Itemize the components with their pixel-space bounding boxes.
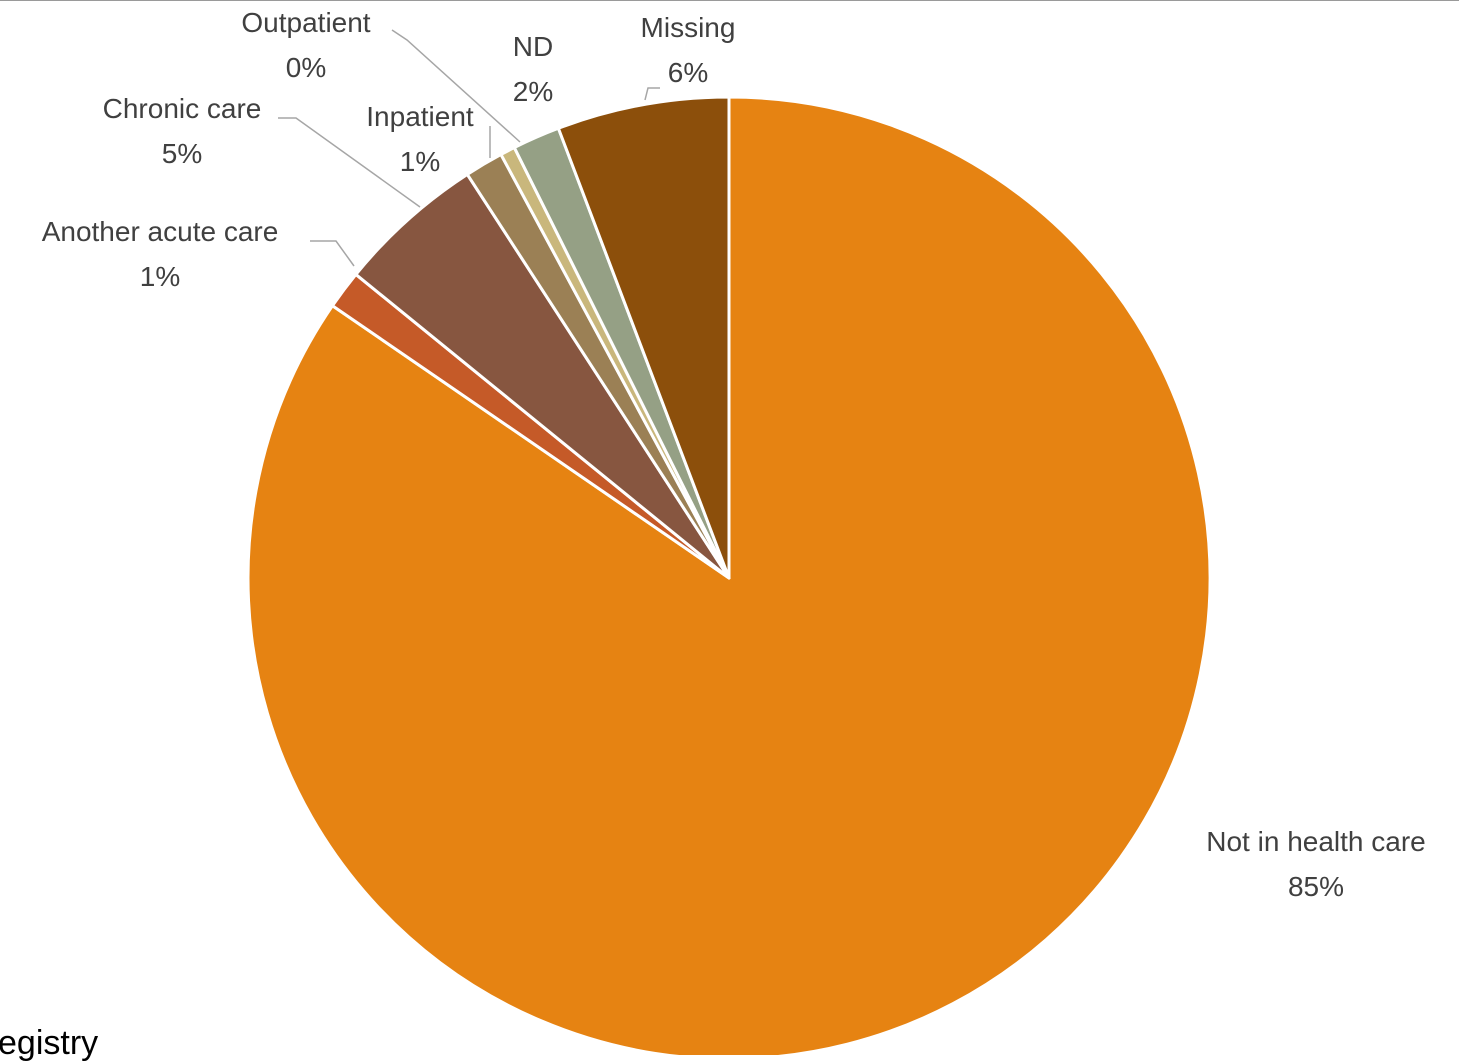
slice-label-value: 5%: [162, 138, 202, 169]
leader-line-chronic-care: [278, 117, 421, 208]
slice-label-value: 1%: [140, 261, 180, 292]
slice-label-value: 85%: [1288, 871, 1344, 902]
slice-labels: Not in health care 85% Another acute car…: [42, 7, 1426, 902]
slice-label-value: 1%: [400, 146, 440, 177]
slice-label-name: Outpatient: [241, 7, 370, 38]
slice-label-name: Missing: [641, 12, 736, 43]
leader-line-another-acute-care: [310, 240, 355, 267]
slice-label-value: 0%: [286, 52, 326, 83]
pie-slice-missing: [556, 95, 731, 580]
slice-label-value: 6%: [668, 57, 708, 88]
slice-label-name: Inpatient: [366, 101, 474, 132]
slice-label-name: ND: [513, 31, 553, 62]
slice-label-name: Another acute care: [42, 216, 279, 247]
pie-slice-chronic-care: [354, 172, 731, 580]
leader-lines: [278, 29, 660, 267]
top-border-line: [0, 0, 1459, 1]
slice-label-name: Not in health care: [1206, 826, 1425, 857]
footer-partial-text: egistry: [0, 1024, 99, 1062]
slice-label-name: Chronic care: [103, 93, 262, 124]
pie-slices: [246, 95, 1212, 1061]
leader-line-outpatient: [391, 29, 521, 143]
leader-line-missing: [644, 87, 660, 101]
slice-label-value: 2%: [513, 76, 553, 107]
